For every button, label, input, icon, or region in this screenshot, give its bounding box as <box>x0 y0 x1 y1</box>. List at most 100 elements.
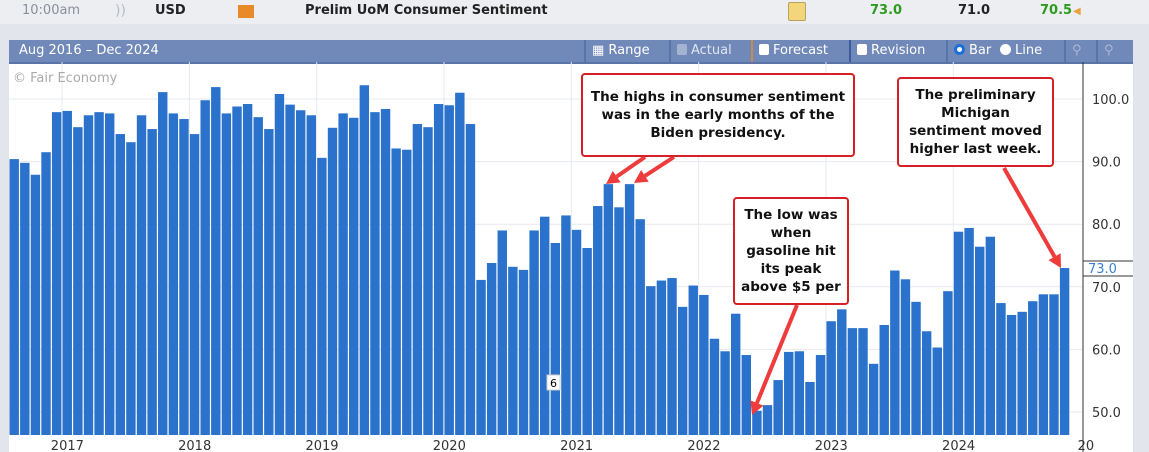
bar <box>83 115 94 435</box>
bar <box>805 381 815 435</box>
y-tick-label: 70.0 <box>1092 281 1121 296</box>
bar <box>762 405 773 435</box>
bar <box>975 246 985 435</box>
bar <box>338 113 348 435</box>
x-tick-label: 2023 <box>815 439 848 452</box>
bar <box>465 124 476 435</box>
bar <box>550 242 561 435</box>
bar <box>370 112 380 435</box>
folder-icon[interactable] <box>238 5 254 18</box>
bar <box>624 184 635 435</box>
bar <box>94 112 104 435</box>
x-tick-label: 2022 <box>687 439 720 452</box>
bar <box>317 157 327 435</box>
bar <box>295 110 306 435</box>
bar <box>900 279 911 435</box>
event-currency: USD <box>155 3 186 18</box>
chart-toolbar: Aug 2016 – Dec 2024 ▦ Range Actual Forec… <box>9 40 1133 64</box>
bar <box>359 85 370 435</box>
bar <box>20 162 30 435</box>
bar <box>189 134 200 435</box>
radio-selected-icon <box>954 44 965 55</box>
bar <box>837 309 847 435</box>
checkbox-icon <box>759 44 769 55</box>
checkbox-icon <box>857 44 867 55</box>
x-tick-label: 2018 <box>178 439 211 452</box>
bar <box>486 263 497 435</box>
bar <box>285 104 295 435</box>
bar <box>274 93 285 435</box>
bar <box>179 119 189 436</box>
bar <box>1049 294 1059 435</box>
event-title[interactable]: Prelim UoM Consumer Sentiment <box>305 3 548 18</box>
bar <box>433 104 444 435</box>
bar <box>720 351 730 435</box>
arrow-shaft <box>1002 167 1057 258</box>
bar <box>932 347 942 435</box>
bar <box>921 331 932 435</box>
zoom-out-button[interactable]: ⚲ <box>1096 40 1120 62</box>
bar <box>656 280 667 435</box>
detail-doc-icon[interactable] <box>788 2 806 21</box>
bar <box>943 291 953 435</box>
bar <box>964 227 974 435</box>
annotation-prelim: The preliminary Michigan sentiment moved… <box>897 77 1054 167</box>
annotation-arrow <box>750 304 799 415</box>
bar <box>51 112 62 435</box>
scrollbar[interactable] <box>1133 40 1149 452</box>
date-range-text: Aug 2016 – Dec 2024 <box>19 43 159 58</box>
bar <box>1017 311 1027 435</box>
range-label: Range <box>608 43 650 58</box>
revision-label: Revision <box>871 43 926 58</box>
bar <box>402 149 412 435</box>
bar <box>104 113 115 435</box>
bar <box>1059 268 1070 435</box>
line-radio[interactable]: Line <box>996 40 1048 62</box>
bar-radio[interactable]: Bar <box>946 40 997 62</box>
bar <box>709 338 720 435</box>
radio-icon <box>1000 44 1011 55</box>
revision-checkbox[interactable]: Revision <box>849 40 931 62</box>
bar <box>730 313 741 435</box>
bar <box>115 134 126 435</box>
bar <box>858 328 868 435</box>
y-tick-label: 60.0 <box>1092 343 1121 358</box>
bar <box>211 87 221 435</box>
bar <box>571 229 582 435</box>
watermark: © Fair Economy <box>13 71 118 86</box>
event-time: 10:00am <box>22 3 81 18</box>
actual-checkbox[interactable]: Actual <box>669 40 738 62</box>
bar <box>391 148 401 435</box>
x-tick-label: 2021 <box>560 439 593 452</box>
bar <box>476 279 486 435</box>
bar <box>593 206 603 435</box>
arrow-head <box>606 170 621 184</box>
forecast-checkbox[interactable]: Forecast <box>751 40 834 62</box>
bar <box>890 270 900 435</box>
annotation-low: The low was when gasoline hit its peak a… <box>733 197 849 305</box>
annotation-highs: The highs in consumer sentiment was in t… <box>581 73 855 157</box>
arrow-head <box>750 400 764 415</box>
flame-icon <box>546 374 561 391</box>
actual-label: Actual <box>691 43 732 58</box>
bar <box>847 328 858 435</box>
bar <box>497 230 507 435</box>
arrow-shaft <box>615 155 647 179</box>
forecast-value: 71.0 <box>958 3 991 18</box>
bar <box>603 184 614 435</box>
annotation-arrow <box>1002 167 1061 268</box>
bar <box>784 351 794 435</box>
bar <box>349 117 359 435</box>
revision-triangle-icon: ◀ <box>1073 6 1081 17</box>
bar <box>1006 314 1017 435</box>
bar <box>953 231 964 435</box>
bar <box>412 124 423 435</box>
bar <box>444 105 454 435</box>
zoom-in-button[interactable]: ⚲ <box>1064 40 1088 62</box>
event-row[interactable]: 10:00am )) USD Prelim UoM Consumer Senti… <box>0 0 1149 24</box>
bar <box>306 115 316 435</box>
impact-icon: )) <box>115 3 126 19</box>
bar <box>62 110 72 436</box>
bar <box>455 92 465 436</box>
range-button[interactable]: ▦ Range <box>584 40 656 62</box>
